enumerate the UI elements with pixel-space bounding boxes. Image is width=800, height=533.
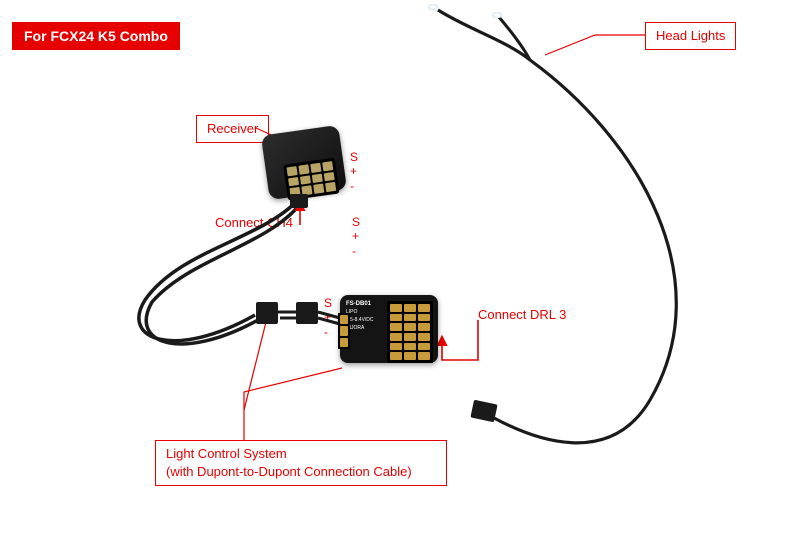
headlight-led-1 [428, 4, 438, 10]
lcs-pin-labels: S + - [324, 296, 332, 339]
lcs-print: FS-DB01 LIPO 3.5-8.4V/DC INJORA [346, 301, 392, 357]
pin-plus: + [324, 310, 332, 324]
ch4-plug [290, 194, 308, 208]
lcs-spec: LIPO [346, 309, 392, 315]
pin-s: S [350, 150, 358, 164]
headlights-label-box: Head Lights [645, 22, 736, 50]
mid-pin-labels: S + - [352, 215, 360, 258]
lcs-volt: 3.5-8.4V/DC [346, 317, 392, 323]
connect-drl3-label: Connect DRL 3 [478, 307, 566, 322]
lcs-label-line1: Light Control System [166, 446, 287, 461]
title-badge: For FCX24 K5 Combo [12, 22, 180, 50]
wire-headlight-main [438, 10, 676, 443]
pin-plus: + [352, 229, 360, 243]
receiver-module [261, 125, 347, 200]
lcs-label-box: Light Control System (with Dupont-to-Dup… [155, 440, 447, 486]
wire-headlight-branch [498, 16, 530, 60]
pin-s: S [324, 296, 332, 310]
pin-plus: + [350, 164, 358, 178]
connect-ch4-label: Connect CH4 [215, 215, 293, 230]
pin-s: S [352, 215, 360, 229]
light-control-module: FS-DB01 LIPO 3.5-8.4V/DC INJORA [340, 295, 438, 363]
lcs-label-line2: (with Dupont-to-Dupont Connection Cable) [166, 464, 412, 479]
lcs-brand: INJORA [346, 325, 392, 331]
headlight-plug [470, 400, 497, 423]
dupont-connector-a [256, 302, 278, 324]
pin-minus: - [350, 179, 358, 193]
callout-lcs-b [244, 322, 266, 410]
dupont-connector-b [296, 302, 318, 324]
lcs-right-pins [387, 301, 433, 363]
receiver-pin-labels: S + - [350, 150, 358, 193]
callout-headlights [545, 35, 645, 55]
callout-lcs-a [244, 368, 342, 440]
headlight-led-2 [492, 12, 502, 18]
arrow-drl3 [442, 320, 478, 360]
pin-minus: - [352, 244, 360, 258]
receiver-label-box: Receiver [196, 115, 269, 143]
pin-minus: - [324, 325, 332, 339]
lcs-model: FS-DB01 [346, 301, 392, 307]
lcs-left-pins [338, 313, 350, 349]
